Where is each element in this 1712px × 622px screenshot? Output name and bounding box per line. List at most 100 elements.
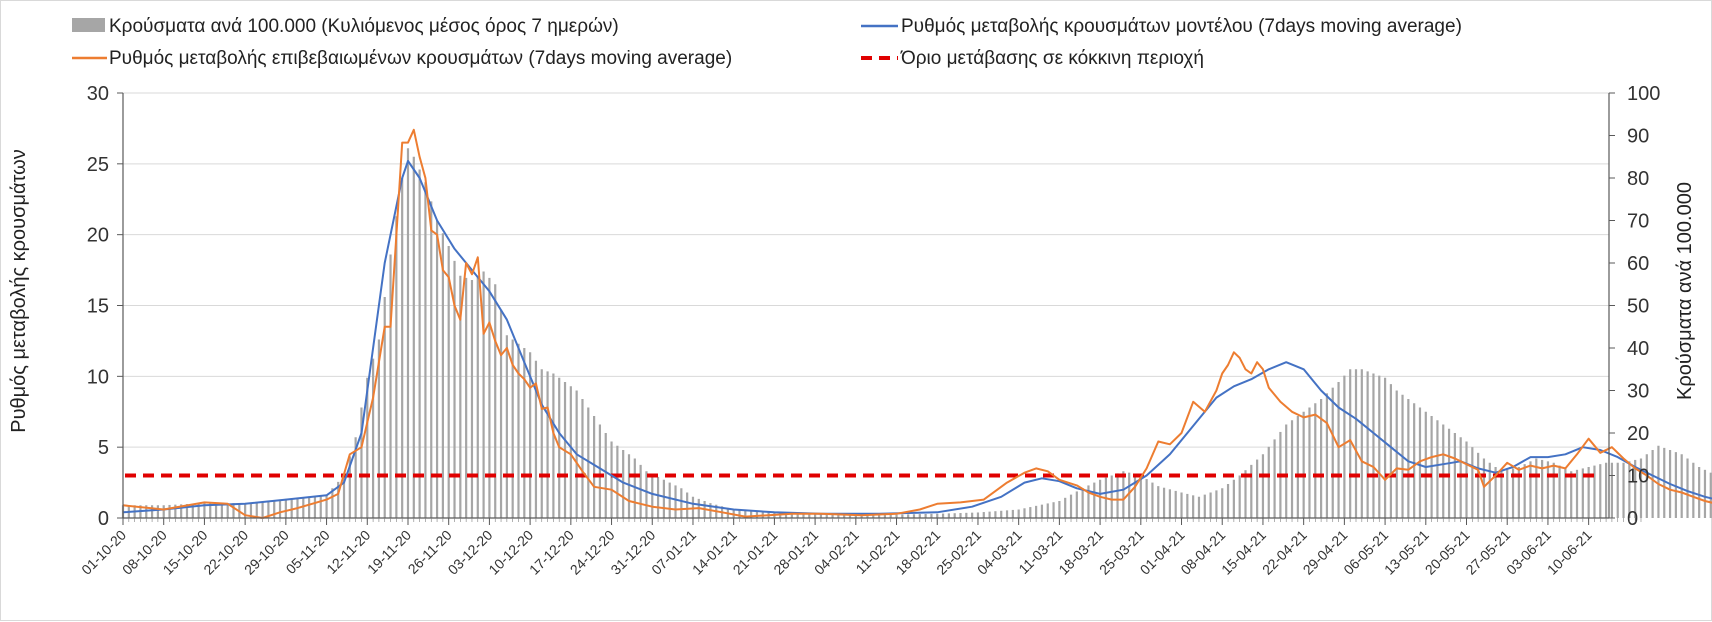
bar [447, 246, 450, 518]
bar [947, 513, 950, 518]
bar [1506, 469, 1509, 518]
y-right-tick-label: 100 [1627, 83, 1660, 105]
bar [1250, 464, 1253, 518]
y-right-tick-label: 20 [1627, 423, 1649, 445]
bar [517, 343, 520, 518]
y-left-tick-label: 25 [87, 154, 109, 176]
bar [1674, 452, 1677, 518]
bar [546, 371, 549, 518]
bar [499, 309, 503, 518]
bar [598, 424, 602, 518]
bar [1226, 484, 1230, 518]
bar [1261, 454, 1265, 518]
bar [1360, 369, 1363, 518]
bar [1378, 375, 1381, 518]
bar [1221, 488, 1224, 518]
bar [889, 514, 892, 518]
bar [1570, 471, 1573, 518]
bar [220, 503, 223, 518]
bar [674, 485, 677, 518]
bar [278, 499, 282, 518]
bar [1302, 411, 1305, 518]
bar [668, 482, 671, 518]
bar [1477, 452, 1480, 518]
bar [1075, 491, 1078, 518]
bar [191, 503, 194, 518]
bar [1581, 468, 1584, 518]
x-tick-label: 19-11-20 [364, 527, 414, 577]
bar [1517, 467, 1520, 518]
bar [1308, 407, 1311, 518]
bar [418, 169, 421, 518]
bar [435, 220, 439, 518]
bar [1424, 411, 1427, 518]
bar [924, 513, 927, 518]
y-right-tick-label: 50 [1627, 296, 1649, 318]
bar [284, 498, 287, 518]
bar [371, 358, 375, 518]
bar [656, 476, 660, 518]
bar [691, 496, 695, 518]
bar [1552, 462, 1555, 518]
y-left-tick-label: 10 [87, 366, 109, 388]
bar [1541, 459, 1544, 518]
bar [232, 503, 235, 518]
bar [1256, 459, 1259, 518]
bar [325, 494, 328, 518]
y-right-tick-label: 70 [1627, 211, 1649, 233]
bar [1267, 446, 1270, 518]
bar [389, 254, 392, 518]
bar [1628, 461, 1631, 518]
bar [1116, 473, 1119, 518]
bar [168, 504, 171, 518]
legend-bars-label: Κρούσματα ανά 100.000 (Κυλιόμενος μέσος … [109, 16, 619, 37]
bar [424, 182, 427, 518]
bar [302, 497, 305, 518]
y-right-tick-label: 80 [1627, 168, 1649, 190]
bar [569, 386, 572, 518]
bar [290, 498, 293, 518]
bar [1604, 462, 1608, 518]
legend-bars-swatch [72, 18, 105, 32]
bar [1511, 468, 1515, 518]
bar [1052, 502, 1055, 518]
bar [1395, 390, 1398, 518]
bar [348, 456, 351, 518]
bar [1186, 493, 1189, 518]
bar [918, 514, 921, 518]
bar [488, 277, 491, 518]
bar [941, 513, 945, 518]
bar [1651, 450, 1654, 518]
bar [907, 514, 910, 518]
bar [1157, 486, 1160, 518]
y-right-axis-title: Κρούσματα ανά 100.000 [1674, 182, 1696, 400]
bar [150, 505, 154, 518]
bar [872, 514, 875, 518]
bar [1162, 487, 1166, 518]
bar [1040, 504, 1044, 518]
bar [1209, 492, 1212, 518]
bar [1482, 458, 1486, 518]
bar [1354, 369, 1358, 518]
bar [616, 445, 619, 518]
bar [209, 503, 212, 518]
y-right-tick-label: 30 [1627, 381, 1649, 403]
bar [1017, 509, 1020, 518]
bar [523, 348, 526, 518]
bar [790, 512, 793, 518]
bar [1029, 507, 1032, 518]
bar [453, 260, 456, 518]
bar [1192, 495, 1195, 518]
bar [651, 474, 654, 518]
bar [1098, 479, 1102, 518]
bar [1471, 447, 1474, 518]
bar [843, 514, 846, 518]
bar [662, 479, 665, 518]
plot-area: 051015202530010203040506070809010001-10-… [78, 83, 1712, 578]
bar [1657, 445, 1660, 518]
bar [366, 377, 369, 518]
bar [1064, 497, 1067, 518]
x-tick-label: 04-03-21 [974, 527, 1025, 578]
bar [877, 514, 881, 518]
